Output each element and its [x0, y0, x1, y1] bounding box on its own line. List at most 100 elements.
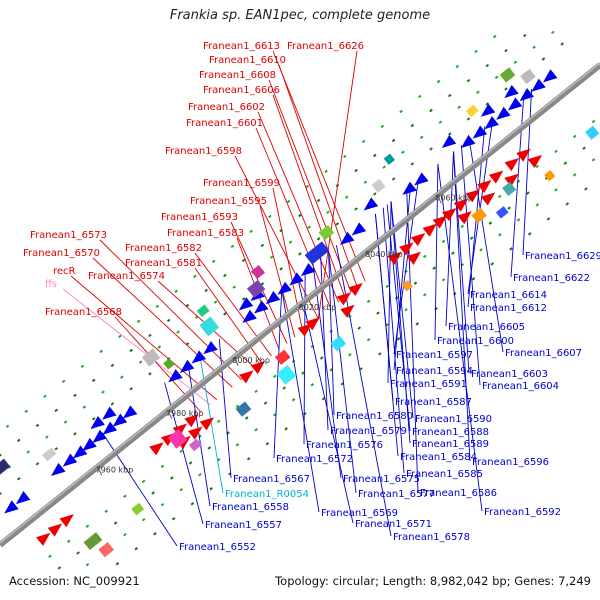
grid-dot: [466, 78, 471, 83]
forward-gene-arrow: [36, 532, 51, 546]
grid-dot: [479, 248, 483, 252]
grid-dot: [216, 419, 221, 424]
grid-dot: [373, 153, 377, 158]
feature-box: [585, 125, 600, 140]
reverse-gene-label: Franean1_6575: [343, 474, 420, 485]
grid-dot: [469, 236, 474, 240]
forward-gene-arrow: [184, 414, 199, 428]
grid-dot: [354, 168, 358, 173]
reverse-gene-label: Franean1_6569: [321, 508, 398, 519]
summary-text: Topology: circular; Length: 8,982,042 bp…: [275, 574, 591, 588]
forward-gene-arrow: [399, 242, 414, 256]
feature-box: [246, 279, 266, 298]
grid-dot: [123, 532, 127, 537]
reverse-leader-line: [460, 145, 481, 386]
reverse-gene-arrow: [507, 97, 523, 111]
grid-dot: [460, 224, 465, 229]
grid-dot: [151, 491, 155, 495]
forward-leader-line: [317, 50, 358, 319]
scale-tick-label: 7980 kbp: [166, 409, 204, 418]
grid-dot: [572, 173, 577, 177]
forward-gene-arrow: [477, 179, 492, 193]
grid-dot: [223, 273, 227, 278]
grid-dot: [582, 146, 586, 150]
forward-gene-label: Franean1_6582: [125, 243, 202, 254]
grid-dot: [348, 353, 352, 357]
grid-dot: [141, 479, 146, 483]
forward-gene-arrow: [406, 251, 422, 265]
grid-dot: [265, 442, 270, 446]
grid-dot: [241, 297, 246, 301]
forward-leader-line: [268, 79, 352, 293]
feature-box: [544, 170, 556, 182]
grid-dot: [560, 42, 565, 46]
grid-dot: [429, 108, 433, 113]
grid-dot: [410, 123, 415, 128]
grid-dot: [213, 300, 218, 304]
feature-box: [274, 349, 291, 365]
feature-box: [98, 542, 115, 558]
forward-gene-arrow: [387, 251, 402, 265]
grid-dot: [204, 288, 208, 293]
reverse-leader-line: [390, 201, 411, 444]
grid-dot: [492, 34, 497, 39]
reverse-gene-arrow: [504, 84, 519, 99]
grid-dot: [148, 333, 152, 338]
grid-dot: [513, 60, 518, 64]
reverse-gene-label: Franean1_6605: [448, 322, 525, 333]
reverse-gene-label: Franean1_6572: [276, 454, 353, 465]
grid-dot: [230, 244, 235, 249]
reverse-leader-line: [164, 382, 204, 525]
grid-dot: [235, 443, 240, 447]
grid-dot: [527, 232, 532, 236]
grid-dot: [591, 119, 596, 124]
grid-dot: [179, 449, 183, 454]
reverse-gene-arrow: [480, 103, 496, 117]
grid-dot: [504, 87, 508, 91]
feature-box: [520, 68, 536, 85]
grid-dot: [286, 199, 291, 204]
reverse-gene-arrow: [472, 125, 488, 139]
reverse-gene-label: Franean1_6603: [471, 369, 548, 380]
grid-dot: [254, 389, 258, 394]
grid-dot: [335, 222, 340, 226]
grid-dot: [123, 494, 127, 498]
grid-dot: [76, 551, 80, 555]
forward-gene-label: Franean1_6610: [209, 55, 286, 66]
feature-box: [330, 335, 347, 352]
grid-dot: [61, 379, 66, 384]
grid-dot: [16, 438, 21, 443]
grid-dot: [134, 547, 138, 551]
feature-box: [401, 280, 413, 292]
grid-dot: [535, 203, 540, 207]
forward-gene-arrow: [442, 207, 457, 222]
grid-dot: [288, 240, 293, 244]
reverse-leader-line: [199, 354, 224, 494]
forward-gene-arrow: [199, 417, 215, 431]
forward-gene-label: Franean1_6608: [199, 70, 276, 81]
grid-dot: [310, 383, 315, 387]
grid-dot: [113, 521, 118, 525]
grid-dot: [391, 177, 396, 181]
reverse-gene-label: Franean1_6588: [412, 427, 489, 438]
grid-dot: [319, 356, 324, 360]
reverse-gene-arrow: [51, 462, 66, 476]
grid-dot: [526, 191, 530, 195]
reverse-gene-arrow: [543, 69, 558, 83]
grid-dot: [157, 345, 162, 349]
accession-text: Accession: NC_009921: [9, 574, 140, 588]
forward-gene-label: Franean1_6570: [23, 248, 100, 259]
grid-dot: [497, 194, 502, 199]
grid-dot: [326, 210, 330, 214]
grid-dot: [391, 138, 396, 143]
forward-gene-arrow: [187, 426, 203, 440]
reverse-gene-arrow: [4, 500, 19, 514]
grid-dot: [316, 237, 321, 241]
grid-dot: [45, 435, 49, 439]
grid-dot: [509, 247, 513, 251]
grid-dot: [303, 412, 307, 416]
reverse-gene-label: Franean1_6600: [437, 336, 514, 347]
forward-gene-arrow: [239, 370, 254, 384]
grid-dot: [494, 75, 499, 79]
reverse-gene-label: Franean1_6629: [525, 251, 600, 262]
